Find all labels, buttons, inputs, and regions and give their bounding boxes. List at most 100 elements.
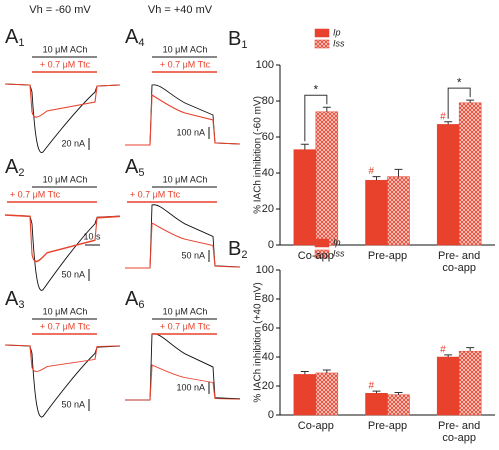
bar (293, 149, 317, 246)
panel-label: A2 (5, 156, 24, 179)
panel-sub: 5 (138, 167, 144, 179)
ttc-label: + 0.7 μM Ttc (40, 59, 91, 69)
bar (458, 102, 482, 246)
error-bar (394, 168, 403, 177)
panel-sub: 6 (138, 299, 144, 311)
bar (387, 176, 410, 246)
holding-label: Vh = -60 mV (29, 4, 91, 16)
y-tick-label: 20 (262, 203, 274, 215)
panel-sub: 1 (241, 39, 247, 51)
error-bar (394, 392, 403, 395)
x-tick-label: Pre- and co-app (438, 420, 481, 444)
legend-label: Iss (333, 248, 345, 258)
y-tick-label: 20 (262, 380, 274, 392)
panel-letter: B (228, 28, 241, 50)
hash-mark: # (369, 381, 375, 392)
bar (315, 111, 339, 246)
significance-bracket (304, 94, 328, 142)
panel-letter: A (5, 26, 19, 48)
x-tick-label: Pre- and co-app (438, 250, 481, 274)
hash-mark: # (440, 111, 446, 122)
bar (315, 372, 339, 416)
panel-label: A6 (125, 288, 144, 311)
significance-mark: * (313, 82, 318, 96)
panel-letter: A (5, 288, 19, 310)
error-bar (372, 176, 381, 181)
error-bar (466, 347, 475, 352)
panel-letter: A (125, 26, 139, 48)
y-axis-label: % IACh inhibition (+40 mV) (253, 282, 264, 402)
ach-label: 10 μM ACh (43, 174, 88, 184)
ttc-label: + 0.7 μM Ttc (160, 59, 211, 69)
panel-label: B1 (228, 28, 247, 51)
traces (4, 83, 241, 418)
panel-letter: A (125, 288, 139, 310)
current-scale: 20 nA (61, 138, 85, 148)
y-tick-label: 40 (262, 167, 274, 179)
ttc-label: + 0.7 μM Ttc (130, 189, 181, 199)
current-scale: 50 nA (181, 250, 205, 260)
current-scale: 50 nA (61, 399, 85, 409)
x-tick-label: Co-app (297, 250, 334, 262)
bar (436, 356, 460, 416)
panel-label: A1 (5, 26, 24, 49)
ttc-label: + 0.7 μM Ttc (160, 321, 211, 331)
error-bar (444, 121, 453, 125)
y-tick-label: 60 (262, 322, 274, 334)
y-tick-label: 0 (268, 409, 274, 421)
panel-sub: 1 (18, 37, 24, 49)
bar (458, 350, 482, 416)
legend-swatch (314, 238, 330, 248)
error-bar (322, 106, 331, 112)
panel-sub: 2 (18, 167, 24, 179)
legend-label: Ip (333, 27, 341, 37)
legend-label: Iss (333, 38, 345, 48)
current-scale: 100 nA (176, 382, 205, 392)
y-tick-label: 100 (256, 59, 274, 71)
y-tick-label: 60 (262, 131, 274, 143)
panel-label: B2 (228, 238, 247, 261)
error-bar (300, 143, 309, 150)
legend-swatch (314, 249, 330, 259)
y-tick-label: 80 (262, 95, 274, 107)
panel-sub: 3 (18, 299, 24, 311)
ach-label: 10 μM ACh (163, 306, 208, 316)
bar (365, 179, 388, 246)
panel-sub: 2 (241, 249, 247, 261)
error-bar (322, 369, 331, 373)
panel-letter: A (5, 156, 19, 178)
significance-mark: * (457, 75, 462, 89)
bar (365, 393, 388, 416)
ach-label: 10 μM ACh (163, 44, 208, 54)
current-scale: 100 nA (176, 127, 205, 137)
panel-label: A3 (5, 288, 24, 311)
y-tick-label: 0 (268, 239, 274, 251)
ach-label: 10 μM ACh (163, 174, 208, 184)
x-tick-label: Pre-app (367, 420, 408, 432)
panel-letter: A (125, 156, 139, 178)
x-tick-label: Pre-app (367, 250, 408, 262)
panel-label: A5 (125, 156, 144, 179)
bar (293, 374, 317, 416)
y-tick-label: 100 (256, 264, 274, 276)
x-tick-label: Co-app (297, 420, 334, 432)
hash-mark: # (440, 344, 446, 355)
error-bar (300, 371, 309, 375)
ach-label: 10 μM ACh (43, 44, 88, 54)
y-axis-label: % IACh inhibition (-60 mV) (253, 96, 264, 214)
time-scale: 10 s (83, 231, 101, 241)
y-tick-label: 40 (262, 351, 274, 363)
bar (436, 124, 460, 246)
error-bar (466, 99, 475, 103)
ach-label: 10 μM ACh (43, 306, 88, 316)
holding-label: Vh = +40 mV (148, 4, 213, 16)
error-bar (372, 390, 381, 394)
bar (387, 394, 410, 416)
current-scale: 50 nA (61, 269, 85, 279)
legend-swatch (314, 28, 330, 38)
panel-label: A4 (125, 26, 144, 49)
ttc-label: + 0.7 μM Ttc (10, 189, 61, 199)
ttc-label: + 0.7 μM Ttc (40, 321, 91, 331)
significance-bracket (447, 87, 471, 119)
